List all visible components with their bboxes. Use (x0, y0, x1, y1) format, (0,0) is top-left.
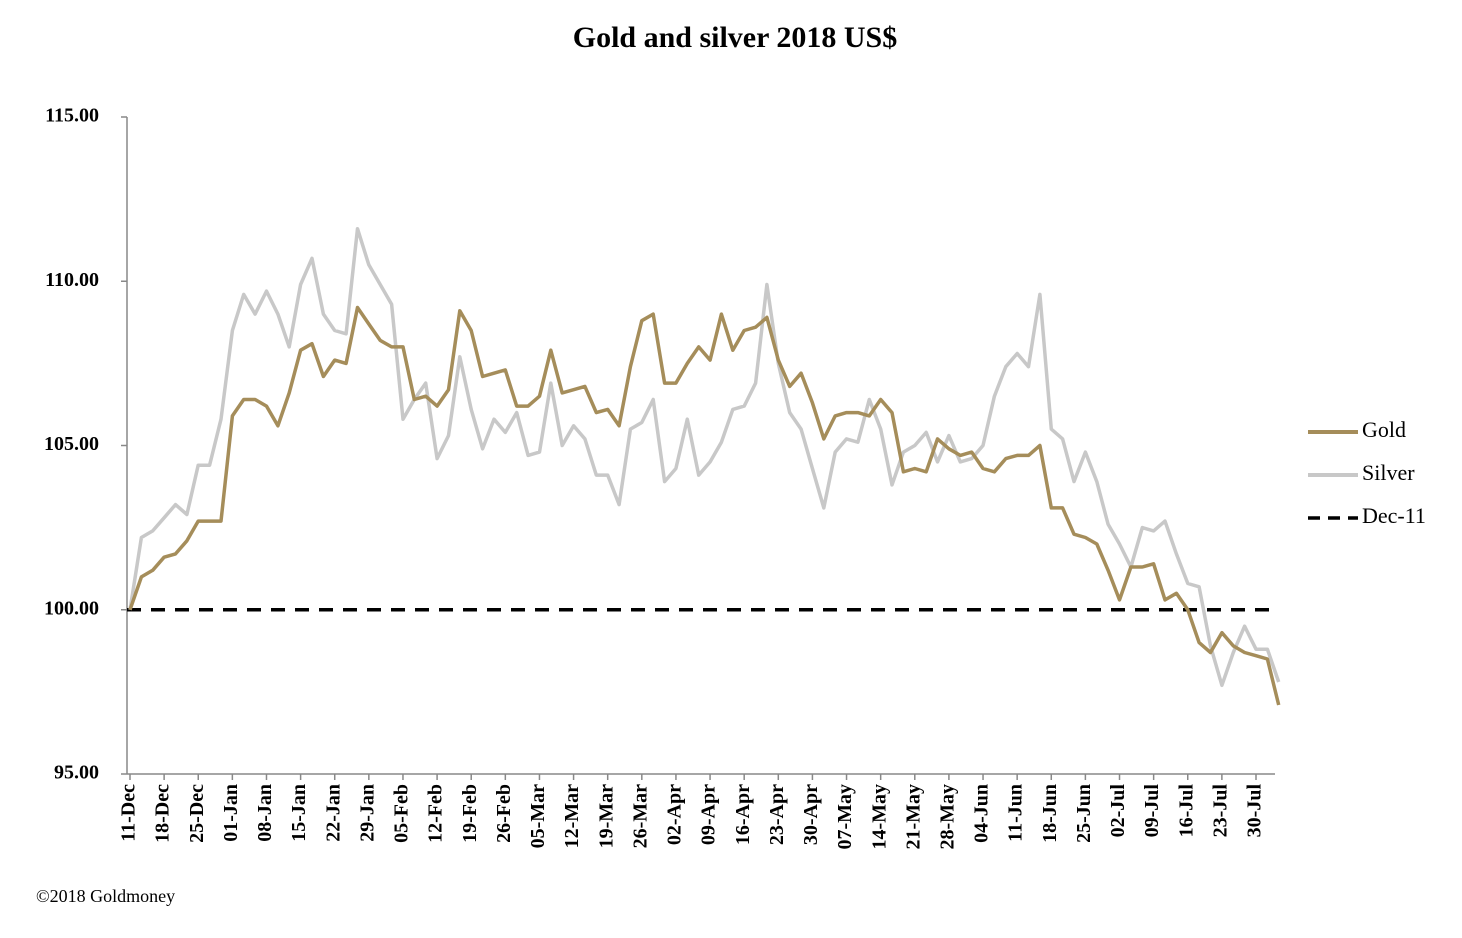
x-tick-label: 14-May (868, 784, 890, 850)
x-tick-label: 18-Jun (1039, 784, 1061, 843)
chart-title: Gold and silver 2018 US$ (573, 21, 898, 54)
x-tick-label: 12-Mar (561, 784, 583, 849)
x-tick-label: 28-May (937, 784, 959, 850)
x-tick-label: 19-Mar (595, 784, 617, 849)
y-tick-label: 110.00 (45, 269, 99, 291)
x-tick-label: 30-Apr (800, 784, 822, 845)
footer: ©2018 Goldmoney (36, 886, 175, 906)
y-tick-label: 115.00 (45, 105, 99, 127)
x-tick-label: 29-Jan (356, 784, 378, 842)
x-tick-label: 19-Feb (459, 784, 481, 843)
x-tick-label: 05-Feb (391, 784, 413, 843)
x-tick-label: 11-Dec (118, 784, 140, 842)
x-tick-label: 02-Apr (664, 784, 686, 845)
series-line (128, 226, 1281, 688)
legend-label: Silver (1362, 460, 1415, 485)
x-tick-label: 16-Apr (732, 784, 754, 845)
x-tick-label: 01-Jan (220, 784, 242, 842)
x-tick-label: 12-Feb (425, 784, 447, 843)
x-tick-label: 18-Dec (152, 784, 174, 843)
x-tick-label: 08-Jan (254, 784, 276, 842)
x-tick-label: 07-May (834, 784, 856, 850)
legend-label: Gold (1362, 417, 1406, 442)
x-tick-label: 26-Mar (629, 784, 651, 849)
y-tick-label: 100.00 (44, 597, 99, 619)
legend-label: Dec-11 (1362, 503, 1426, 528)
x-tick-label: 09-Apr (698, 784, 720, 845)
x-tick-label: 25-Dec (186, 784, 208, 843)
x-tick-label: 23-Jul (1209, 784, 1231, 838)
x-tick-label: 02-Jul (1107, 784, 1129, 838)
x-tick-label: 23-Apr (766, 784, 788, 845)
x-tick-label: 22-Jan (322, 784, 344, 842)
x-tick-label: 16-Jul (1175, 784, 1197, 838)
y-tick-label: 105.00 (44, 433, 99, 455)
x-tick-label: 11-Jun (1005, 784, 1027, 842)
y-tick-label: 95.00 (54, 762, 99, 784)
x-tick-label: 25-Jun (1073, 784, 1095, 843)
x-tick-label: 05-Mar (527, 784, 549, 849)
x-tick-label: 26-Feb (493, 784, 515, 843)
x-tick-label: 04-Jun (971, 784, 993, 843)
series-line (128, 305, 1281, 706)
x-tick-label: 30-Jul (1244, 784, 1266, 838)
x-tick-label: 21-May (902, 784, 924, 850)
x-tick-label: 09-Jul (1141, 784, 1163, 838)
x-tick-label: 15-Jan (288, 784, 310, 842)
